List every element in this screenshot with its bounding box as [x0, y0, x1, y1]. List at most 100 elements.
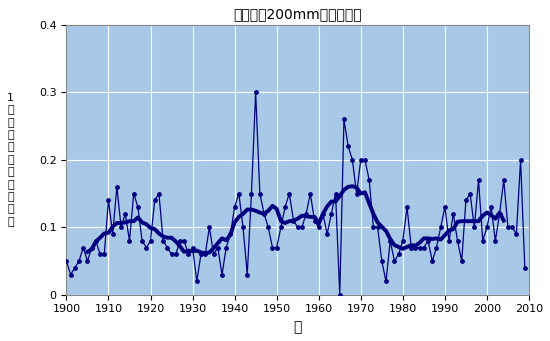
Point	[356, 157, 365, 163]
Point	[495, 211, 504, 217]
Point	[365, 177, 373, 183]
Point	[487, 204, 496, 210]
Point	[327, 211, 336, 217]
Title: 日降水量200mm以上の日数: 日降水量200mm以上の日数	[233, 7, 362, 21]
Point	[66, 272, 75, 277]
Point	[234, 191, 243, 196]
Point	[361, 157, 370, 163]
Point	[96, 252, 104, 257]
Point	[289, 218, 298, 223]
Point	[247, 191, 256, 196]
Point	[201, 252, 210, 257]
Point	[285, 191, 294, 196]
Point	[75, 258, 84, 264]
Point	[91, 238, 100, 243]
Point	[441, 204, 449, 210]
Point	[226, 231, 235, 237]
Point	[108, 231, 117, 237]
Point	[167, 252, 176, 257]
Point	[449, 211, 458, 217]
Point	[504, 225, 513, 230]
Point	[415, 245, 424, 250]
Point	[230, 204, 239, 210]
Point	[155, 191, 163, 196]
Point	[196, 252, 205, 257]
Point	[142, 245, 151, 250]
Point	[516, 157, 525, 163]
Point	[62, 258, 71, 264]
Point	[352, 191, 361, 196]
Point	[272, 245, 281, 250]
Point	[79, 245, 87, 250]
Point	[466, 191, 475, 196]
Point	[138, 238, 146, 243]
Point	[436, 225, 445, 230]
Point	[407, 245, 416, 250]
Point	[172, 252, 180, 257]
Point	[482, 225, 491, 230]
Point	[478, 238, 487, 243]
Point	[293, 225, 302, 230]
Point	[398, 238, 407, 243]
Point	[508, 225, 516, 230]
Point	[104, 197, 113, 203]
Point	[386, 238, 394, 243]
Point	[83, 258, 92, 264]
Point	[218, 272, 227, 277]
Point	[87, 245, 96, 250]
Point	[264, 225, 273, 230]
Point	[222, 245, 230, 250]
Point	[461, 197, 470, 203]
Point	[134, 204, 142, 210]
Point	[180, 238, 189, 243]
Point	[113, 184, 122, 190]
Point	[302, 211, 311, 217]
Point	[336, 292, 344, 297]
Point	[146, 238, 155, 243]
Point	[373, 225, 382, 230]
Point	[310, 218, 319, 223]
Point	[369, 225, 378, 230]
Point	[445, 238, 454, 243]
Point	[192, 279, 201, 284]
Point	[129, 191, 138, 196]
Point	[512, 231, 521, 237]
Point	[268, 245, 277, 250]
Point	[184, 252, 192, 257]
Point	[470, 225, 478, 230]
Point	[243, 272, 252, 277]
Point	[339, 117, 348, 122]
Point	[315, 225, 323, 230]
Point	[159, 238, 168, 243]
Point	[428, 258, 437, 264]
Point	[298, 225, 306, 230]
Y-axis label: 1
地
点
あ
た
り
の
年
間
日
数: 1 地 点 あ た り の 年 間 日 数	[7, 93, 14, 227]
Point	[344, 144, 353, 149]
Point	[331, 191, 340, 196]
Point	[277, 225, 285, 230]
Point	[306, 191, 315, 196]
Point	[205, 225, 214, 230]
Point	[163, 245, 172, 250]
Point	[394, 252, 403, 257]
Point	[209, 252, 218, 257]
Point	[323, 231, 332, 237]
Point	[117, 225, 125, 230]
Point	[432, 245, 441, 250]
Point	[474, 177, 483, 183]
X-axis label: 年: 年	[294, 320, 302, 334]
Point	[453, 238, 462, 243]
Point	[150, 197, 159, 203]
Point	[251, 90, 260, 95]
Point	[318, 211, 327, 217]
Point	[424, 238, 432, 243]
Point	[377, 258, 386, 264]
Point	[280, 204, 289, 210]
Point	[255, 191, 264, 196]
Point	[499, 177, 508, 183]
Point	[213, 245, 222, 250]
Point	[348, 157, 357, 163]
Point	[420, 245, 428, 250]
Point	[188, 245, 197, 250]
Point	[411, 245, 420, 250]
